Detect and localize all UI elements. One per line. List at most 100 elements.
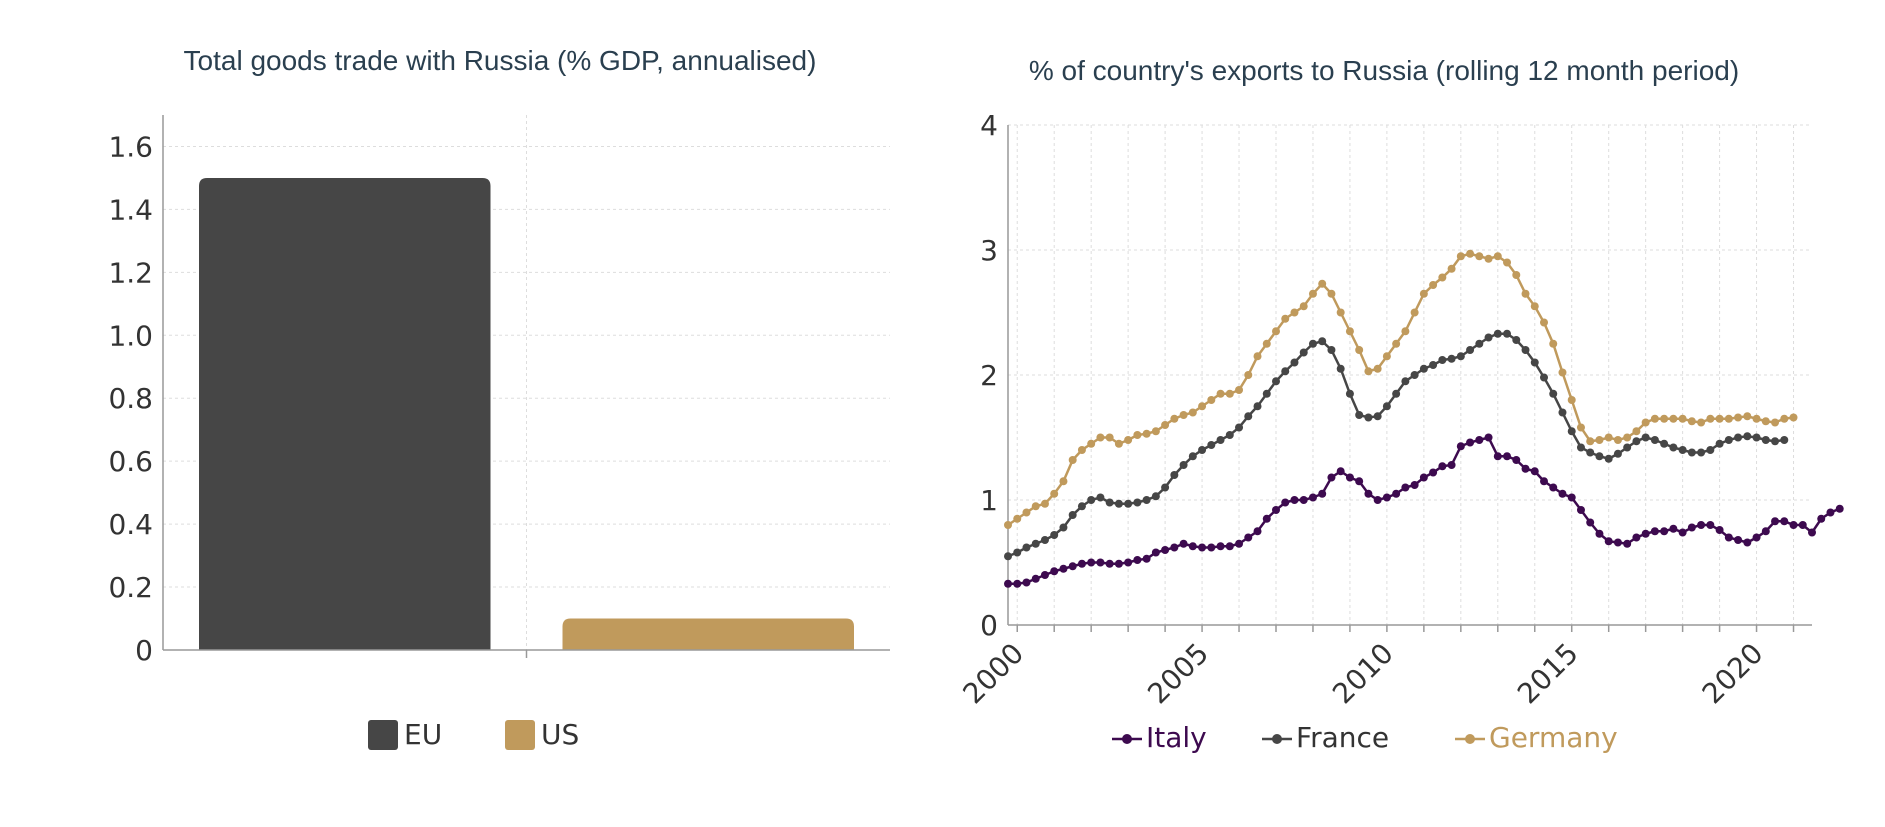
series-point-france [1216,436,1225,444]
series-point-france [1503,329,1512,338]
series-point-france [1207,441,1216,449]
series-point-germany [1198,402,1207,411]
line-chart-series [1004,249,1844,588]
series-point-france [1105,498,1114,507]
bar-chart-axes [162,115,890,658]
series-point-germany [1438,273,1447,282]
series-point-france [1124,499,1133,508]
series-point-germany [1318,279,1327,288]
series-point-germany [1512,271,1521,279]
legend-marker-italy [1122,734,1132,744]
bar-chart-y-tick-label: 1.0 [108,319,153,352]
series-point-france [1549,389,1558,398]
series-point-germany [1336,308,1345,317]
series-point-italy [1022,578,1031,587]
series-point-france [1188,452,1197,461]
series-point-france [1161,483,1170,492]
series-point-germany [1151,427,1160,436]
series-point-france [1114,499,1123,508]
bar-chart-y-tick-label: 1.4 [108,193,153,226]
series-point-france [1170,471,1179,479]
bar-chart-title: Total goods trade with Russia (% GDP, an… [184,45,817,76]
series-point-italy [1734,536,1743,544]
legend-swatch-us [505,720,535,750]
series-point-germany [1660,414,1669,423]
series-point-italy [1687,523,1696,532]
series-point-france [1623,443,1632,452]
series-point-germany [1004,521,1012,529]
series-point-france [1715,439,1724,448]
series-point-italy [1207,543,1216,552]
series-point-germany [1272,327,1280,336]
series-point-germany [1466,249,1475,258]
series-point-france [1059,523,1068,532]
series-point-italy [1530,467,1539,476]
series-point-france [1567,427,1576,436]
bar-chart-legend: EU US [368,718,579,751]
series-point-italy [1549,483,1558,492]
series-point-germany [1050,489,1059,498]
series-point-france [1660,439,1669,448]
series-point-france [1438,356,1447,364]
series-point-germany [1262,339,1271,348]
series-point-italy [1244,533,1253,542]
series-point-germany [1216,389,1225,398]
bar-chart-y-tick-label: 0 [135,634,153,667]
series-point-france [1734,433,1743,442]
series-line-france [1007,332,1785,558]
series-point-france [1687,448,1696,457]
series-point-germany [1734,413,1743,422]
line-chart-y-axis: 0 1 2 3 4 [980,109,998,642]
series-point-france [1290,358,1299,367]
series-point-italy [1225,542,1234,551]
series-point-france [1669,443,1678,452]
series-point-germany [1040,499,1049,508]
series-point-germany [1484,254,1493,263]
series-point-italy [1050,567,1059,576]
series-point-germany [1142,429,1151,438]
series-point-italy [1392,489,1401,498]
bar-chart: Total goods trade with Russia (% GDP, an… [108,45,890,751]
series-point-france [1373,412,1382,421]
series-italy [1004,433,1844,588]
series-point-germany [1031,502,1040,511]
series-point-france [1050,531,1059,539]
series-point-france [1706,446,1715,454]
line-chart-legend: Italy France Germany [1112,721,1618,754]
series-point-italy [1299,496,1308,504]
series-point-italy [1576,506,1585,514]
series-point-italy [1419,473,1428,482]
series-point-italy [1068,562,1077,571]
series-point-italy [1290,496,1299,504]
series-point-germany [1650,414,1659,423]
line-chart-y-tick-label: 3 [980,234,998,267]
bar-chart-y-tick-label: 0.2 [108,571,153,604]
series-point-italy [1752,533,1761,542]
series-germany [1004,249,1798,529]
legend-label-eu: EU [404,718,442,751]
bar-chart-y-axis: 0 0.2 0.4 0.6 0.8 1.0 1.2 1.4 1.6 [108,130,153,667]
series-point-germany [1549,339,1558,348]
series-point-germany [1244,371,1253,379]
series-point-italy [1253,527,1262,536]
series-point-france [1456,352,1465,361]
series-point-france [1475,339,1484,348]
series-point-italy [1133,556,1142,564]
series-point-italy [1401,483,1410,492]
series-point-italy [1540,477,1548,486]
series-point-germany [1382,352,1391,361]
series-point-germany [1669,414,1678,423]
series-point-germany [1521,289,1530,298]
series-point-germany [1540,318,1548,327]
legend-label-germany: Germany [1489,721,1618,754]
series-point-france [1771,437,1780,446]
series-point-germany [1096,433,1105,442]
series-point-germany [1678,414,1687,423]
series-point-france [1493,329,1502,338]
series-point-france [1031,539,1040,548]
series-point-france [1401,377,1410,386]
series-point-france [1540,373,1548,382]
series-point-italy [1077,559,1086,568]
series-point-france [1761,436,1770,444]
